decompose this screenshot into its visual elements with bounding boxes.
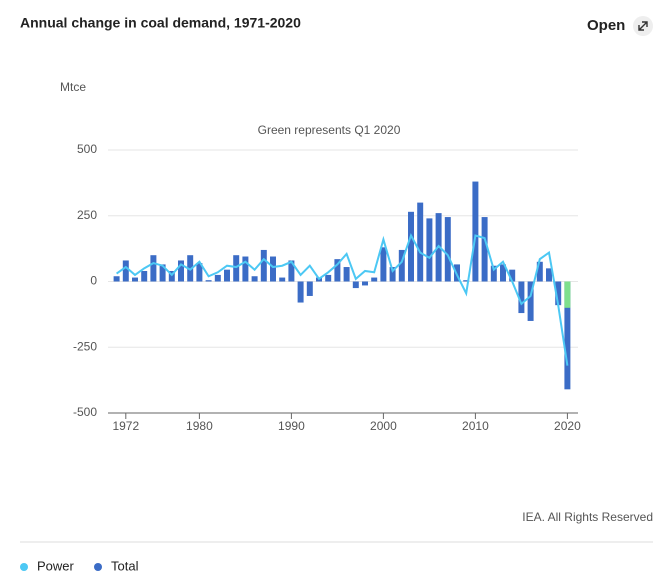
bar xyxy=(408,211,414,282)
x-tick-label: 2010 xyxy=(462,419,489,433)
bar xyxy=(444,217,451,282)
bar xyxy=(306,281,313,296)
bar xyxy=(242,256,249,282)
legend-label: Total xyxy=(111,558,139,573)
annotation: Green represents Q1 2020 xyxy=(258,123,401,137)
bar xyxy=(371,277,378,282)
bar xyxy=(113,276,120,282)
bar xyxy=(205,280,212,282)
bar xyxy=(500,264,506,282)
line xyxy=(116,233,569,366)
y-tick-label: -250 xyxy=(73,339,97,353)
open-button[interactable]: Open xyxy=(587,17,625,34)
bar xyxy=(196,263,203,282)
bar xyxy=(260,249,267,282)
bar xyxy=(426,218,433,282)
bar xyxy=(150,255,157,282)
bar xyxy=(122,260,129,282)
chart-title: Annual change in coal demand, 1971-2020 xyxy=(20,15,301,31)
y-axis-label: Mtce xyxy=(60,80,86,94)
bar xyxy=(288,260,295,282)
bar xyxy=(279,277,286,282)
bar xyxy=(509,269,516,282)
bar xyxy=(481,217,488,282)
bar xyxy=(380,247,387,282)
bar xyxy=(224,269,230,282)
x-tick-label: 1990 xyxy=(278,419,305,433)
bar xyxy=(297,281,304,303)
bar xyxy=(472,181,479,282)
bar xyxy=(362,281,368,286)
legend-label: Power xyxy=(37,558,75,573)
q1-bar xyxy=(564,281,571,308)
bar xyxy=(536,261,543,282)
bar xyxy=(398,249,405,282)
x-tick-label: 2020 xyxy=(554,419,581,433)
legend-marker xyxy=(20,563,28,571)
x-tick-label: 1972 xyxy=(112,419,139,433)
y-tick-label: -500 xyxy=(73,405,97,419)
bar xyxy=(141,270,148,282)
bar xyxy=(214,274,221,282)
bar xyxy=(564,281,571,390)
bar xyxy=(334,259,341,282)
bar xyxy=(490,265,497,282)
bar xyxy=(417,202,424,282)
x-tick-label: 2000 xyxy=(370,419,397,433)
bar xyxy=(518,281,525,314)
x-tick-label: 1980 xyxy=(186,419,213,433)
bar xyxy=(251,276,258,282)
y-tick-label: 0 xyxy=(90,274,97,288)
legend-marker xyxy=(94,563,102,571)
bar xyxy=(270,256,276,282)
bar xyxy=(159,264,166,282)
source: IEA. All Rights Reserved xyxy=(522,510,653,524)
y-tick-label: 250 xyxy=(77,208,97,222)
bar xyxy=(343,267,350,282)
bar xyxy=(352,281,359,289)
bar xyxy=(325,274,332,282)
y-tick-label: 500 xyxy=(77,142,97,156)
bar xyxy=(527,281,534,321)
bar xyxy=(178,260,184,282)
bar xyxy=(389,267,396,282)
bar xyxy=(555,281,562,306)
bar xyxy=(546,268,552,282)
bar xyxy=(132,277,138,282)
bar xyxy=(463,280,470,282)
open-icon-arrow xyxy=(638,21,648,31)
bar xyxy=(233,255,240,282)
